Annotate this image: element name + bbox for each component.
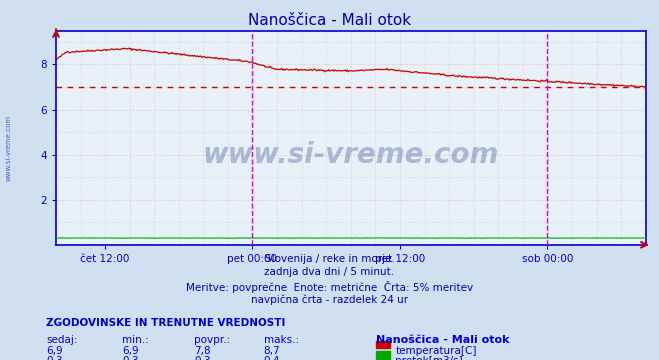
Text: 0,3: 0,3 [194,356,211,360]
Text: 6,9: 6,9 [46,346,63,356]
Text: Nanoščica - Mali otok: Nanoščica - Mali otok [376,335,509,345]
Text: ZGODOVINSKE IN TRENUTNE VREDNOSTI: ZGODOVINSKE IN TRENUTNE VREDNOSTI [46,318,285,328]
Text: 8,7: 8,7 [264,346,280,356]
Text: pretok[m3/s]: pretok[m3/s] [395,356,463,360]
Text: min.:: min.: [122,335,149,345]
Text: navpična črta - razdelek 24 ur: navpična črta - razdelek 24 ur [251,295,408,305]
Text: 6,9: 6,9 [122,346,138,356]
Text: 7,8: 7,8 [194,346,211,356]
Text: www.si-vreme.com: www.si-vreme.com [5,114,11,181]
Text: 0,3: 0,3 [122,356,138,360]
Text: povpr.:: povpr.: [194,335,231,345]
Text: 0,3: 0,3 [46,356,63,360]
Text: Nanoščica - Mali otok: Nanoščica - Mali otok [248,13,411,28]
Text: www.si-vreme.com: www.si-vreme.com [203,141,499,169]
Text: maks.:: maks.: [264,335,299,345]
Text: Slovenija / reke in morje.: Slovenija / reke in morje. [264,254,395,264]
Text: Meritve: povprečne  Enote: metrične  Črta: 5% meritev: Meritve: povprečne Enote: metrične Črta:… [186,281,473,293]
Text: zadnja dva dni / 5 minut.: zadnja dva dni / 5 minut. [264,267,395,278]
Text: 0,4: 0,4 [264,356,280,360]
Text: temperatura[C]: temperatura[C] [395,346,477,356]
Text: sedaj:: sedaj: [46,335,78,345]
